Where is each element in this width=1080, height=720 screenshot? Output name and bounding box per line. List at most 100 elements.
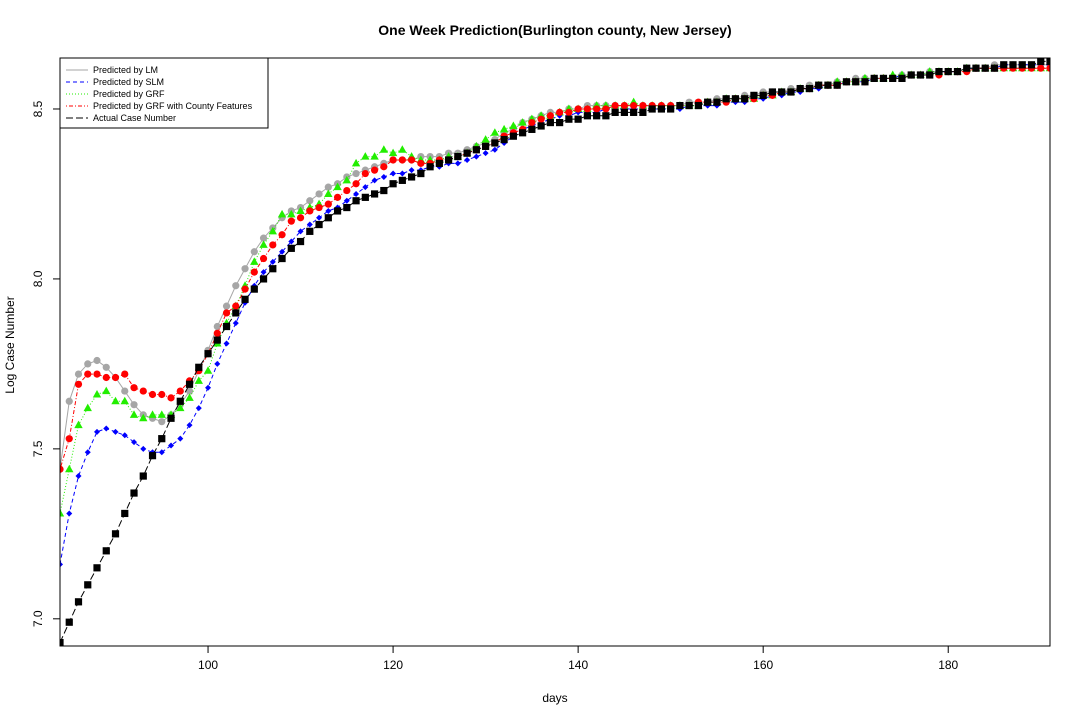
data-point (343, 197, 350, 204)
y-tick-label: 8.0 (31, 270, 45, 287)
data-point (84, 449, 91, 456)
data-point (158, 449, 165, 456)
data-point (140, 445, 147, 452)
data-point (213, 322, 221, 331)
data-point (296, 214, 305, 222)
data-point (241, 295, 249, 303)
series-predicted-by-slm (60, 61, 1050, 568)
data-point (667, 105, 675, 113)
data-point (93, 356, 101, 365)
data-point (315, 203, 323, 212)
data-point (509, 132, 517, 140)
series-actual-case-number (60, 58, 1050, 646)
data-point (121, 387, 129, 395)
data-point (83, 403, 92, 412)
series-line (60, 64, 1050, 565)
data-point (213, 336, 221, 344)
data-point (379, 145, 389, 153)
data-point (731, 95, 740, 103)
data-point (74, 370, 83, 378)
data-point (333, 182, 342, 191)
data-point (306, 221, 313, 228)
data-point (65, 397, 73, 405)
data-point (482, 150, 489, 157)
data-point (602, 112, 610, 120)
data-point (824, 81, 832, 89)
data-point (333, 193, 342, 201)
data-point (399, 170, 406, 177)
data-point (963, 64, 971, 72)
data-point (398, 145, 407, 153)
data-point (324, 200, 332, 208)
data-point (417, 159, 425, 167)
legend-label: Predicted by SLM (93, 77, 164, 87)
data-point (259, 254, 268, 263)
data-point (352, 180, 360, 188)
data-point (935, 67, 943, 76)
chart-title: One Week Prediction(Burlington county, N… (378, 22, 731, 38)
x-tick-label: 180 (938, 658, 958, 672)
data-point (232, 320, 239, 327)
data-point (241, 285, 249, 293)
data-point (84, 581, 92, 589)
data-point (222, 309, 231, 317)
data-point (176, 403, 185, 412)
data-point (528, 118, 536, 127)
data-point (120, 396, 129, 405)
data-point (288, 238, 295, 245)
data-point (454, 160, 461, 167)
data-point (287, 244, 295, 252)
data-point (194, 376, 203, 384)
data-point (269, 258, 276, 265)
data-point (131, 439, 138, 446)
data-point (639, 101, 647, 110)
data-point (648, 105, 656, 113)
data-point (481, 135, 490, 143)
data-point (537, 115, 545, 123)
data-point (296, 237, 305, 246)
data-point (565, 108, 573, 116)
legend-label: Predicted by GRF (93, 89, 165, 99)
data-point (306, 207, 314, 215)
data-point (556, 118, 564, 127)
data-point (990, 64, 999, 72)
data-point (611, 108, 619, 116)
data-point (879, 74, 888, 82)
data-point (102, 373, 110, 382)
data-point (74, 420, 83, 429)
data-point (435, 159, 443, 167)
data-point (75, 473, 82, 480)
data-point (1046, 58, 1050, 65)
data-point (222, 322, 231, 331)
data-point (185, 393, 194, 401)
data-point (139, 413, 148, 422)
data-point (490, 128, 500, 136)
data-point (232, 282, 240, 290)
data-point (371, 177, 378, 184)
data-point (380, 173, 387, 180)
data-point (1018, 61, 1026, 69)
series-layer (60, 58, 1050, 646)
data-point (148, 410, 157, 418)
data-point (639, 108, 647, 116)
series-line (60, 67, 1050, 514)
data-point (889, 74, 897, 82)
data-point (158, 435, 166, 443)
data-point (657, 105, 666, 113)
data-point (306, 197, 314, 205)
data-point (250, 285, 258, 293)
data-point (352, 169, 360, 178)
data-point (611, 101, 619, 110)
data-point (500, 135, 508, 144)
data-point (250, 257, 259, 265)
data-point (93, 370, 101, 378)
data-point (205, 384, 212, 391)
data-point (546, 112, 554, 120)
data-point (537, 122, 545, 130)
data-point (203, 366, 213, 374)
data-point (1009, 61, 1017, 69)
data-point (148, 452, 157, 460)
data-point (389, 180, 397, 188)
data-point (944, 67, 952, 76)
plot-frame (59, 57, 1051, 647)
